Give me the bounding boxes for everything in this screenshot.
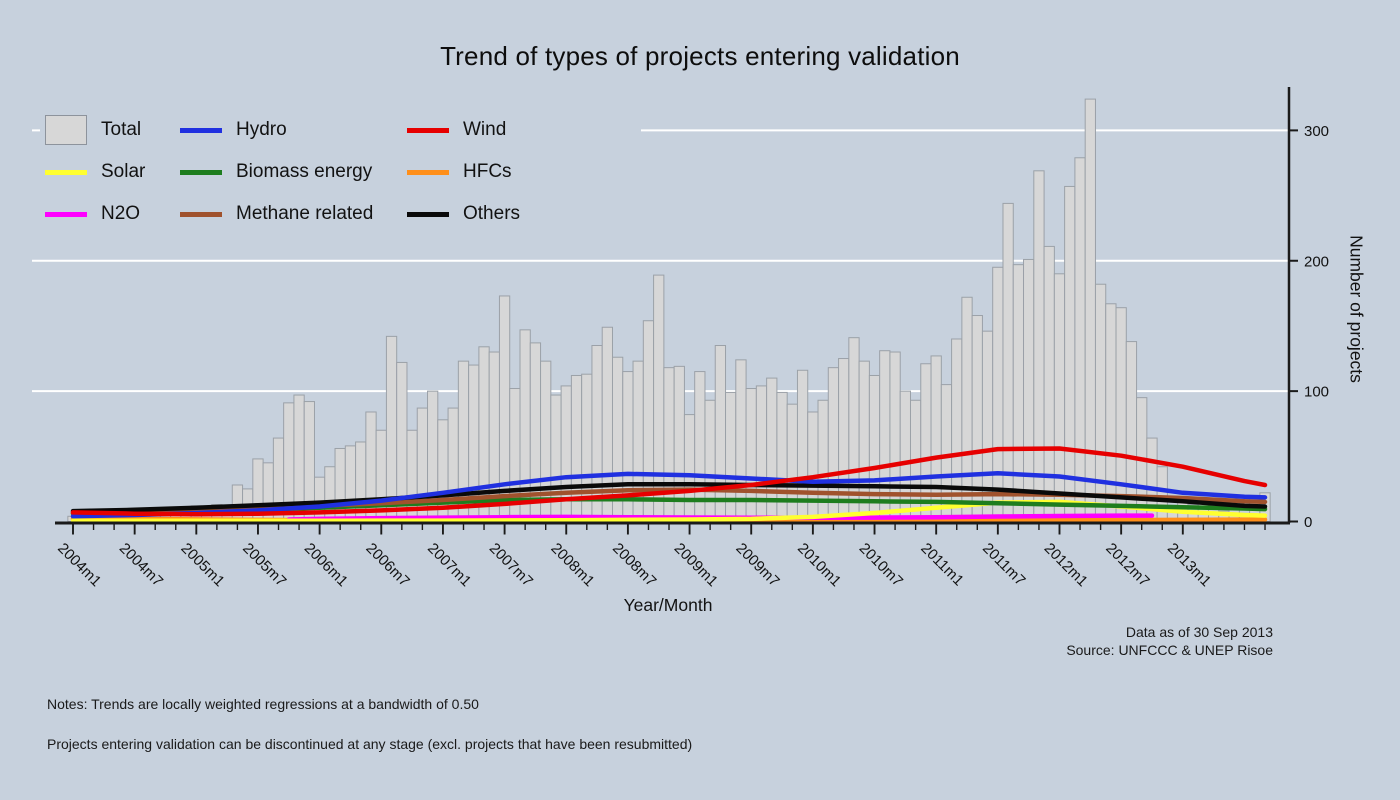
total-bar (1094, 283, 1107, 522)
total-bar (1053, 273, 1066, 522)
source-text: Source: UNFCCC & UNEP Risoe (1066, 641, 1273, 658)
total-bar (683, 414, 696, 522)
x-tick-label: 2012m7 (1102, 540, 1152, 590)
total-bar (920, 363, 932, 522)
total-bar (385, 335, 398, 522)
data-as-of-text: Data as of 30 Sep 2013 (1125, 624, 1273, 640)
legend-label: Hydro (236, 119, 287, 140)
n2o-line-swatch (45, 211, 87, 217)
source-block: Data as of 30 Sep 2013 Source: UNFCCC & … (1066, 624, 1273, 659)
legend-item-total: Total (45, 115, 180, 145)
y-tick-label: 300 (1304, 123, 1329, 140)
x-tick-label: 2005m1 (177, 540, 227, 590)
total-bar (817, 399, 829, 522)
legend-item-biomass: Biomass energy (180, 161, 407, 183)
legend-label: Methane related (236, 203, 374, 224)
x-tick-label: 2008m7 (609, 540, 659, 590)
total-bar (313, 476, 326, 522)
chart-title: Trend of types of projects entering vali… (440, 41, 960, 71)
legend-item-wind: Wind (407, 119, 635, 141)
total-bar (786, 403, 798, 522)
x-tick-label: 2008m1 (547, 540, 597, 590)
x-tick-label: 2006m7 (362, 540, 412, 590)
note-bandwidth: Notes: Trends are locally weighted regre… (47, 696, 479, 712)
x-tick-label: 2013m1 (1164, 540, 1214, 590)
trend-line-solar (70, 499, 1268, 523)
total-bar (858, 360, 870, 522)
total-bar (1084, 98, 1096, 522)
total-bar (1033, 170, 1045, 523)
x-tick-label: 2011m1 (917, 540, 967, 590)
total-bar (375, 429, 387, 522)
legend-label: Total (101, 119, 142, 140)
total-bar (1156, 466, 1168, 522)
total-bar (704, 399, 716, 522)
legend-label: Biomass energy (236, 161, 373, 182)
legend-label: N2O (101, 203, 141, 224)
x-tick-label: 2010m7 (856, 540, 906, 590)
y-tick-label: 200 (1304, 253, 1329, 270)
legend-label: Solar (101, 161, 146, 182)
legend-item-n2o: N2O (45, 203, 180, 225)
methane-line-swatch (180, 211, 222, 217)
x-tick-label: 2007m7 (486, 540, 536, 590)
total-bar (1064, 185, 1076, 522)
total-swatch (45, 115, 87, 145)
total-bar (807, 411, 819, 522)
x-tick-label: 2010m1 (794, 540, 844, 590)
legend-item-hfcs: HFCs (407, 161, 635, 183)
total-bar (1074, 157, 1086, 522)
trend-line-others (70, 482, 1268, 514)
total-bar (827, 367, 840, 522)
legend-item-others: Others (407, 203, 635, 225)
biomass-line-swatch (180, 169, 222, 175)
x-tick-label: 2006m1 (301, 540, 351, 590)
wind-line-swatch (407, 127, 449, 133)
total-bar (1012, 264, 1025, 522)
total-bar (1023, 258, 1035, 522)
legend-label: HFCs (463, 161, 512, 182)
trend-line-hydro (70, 471, 1268, 519)
solar-line-swatch (45, 169, 87, 175)
trend-line-wind (70, 446, 1268, 517)
total-bar (735, 359, 747, 522)
x-tick-label: 2005m7 (239, 540, 289, 590)
legend-item-solar: Solar (45, 161, 180, 183)
total-bar (992, 266, 1004, 522)
total-bar (838, 358, 850, 522)
y-tick-label: 100 (1304, 384, 1329, 401)
x-tick-label: 2007m1 (424, 540, 474, 590)
legend-item-hydro: Hydro (180, 119, 407, 141)
y-tick-label: 0 (1304, 514, 1312, 531)
chart-legend: Total Hydro Wind Solar Biomass energy HF… (40, 106, 641, 238)
total-bar (498, 295, 511, 522)
x-tick-label: 2011m7 (979, 540, 1029, 590)
hfcs-line-swatch (407, 169, 449, 175)
x-tick-label: 2004m7 (116, 540, 166, 590)
legend-item-methane: Methane related (180, 203, 407, 225)
total-bar (714, 345, 727, 522)
y-axis-title: Number of projects (1346, 235, 1367, 383)
x-tick-label: 2012m1 (1041, 540, 1091, 590)
legend-label: Others (463, 203, 521, 224)
total-bar (1115, 307, 1127, 522)
total-bar (1105, 303, 1117, 522)
x-tick-label: 2009m1 (671, 540, 721, 590)
x-tick-label: 2004m1 (54, 540, 104, 590)
total-bar (1043, 245, 1055, 522)
hydro-line-swatch (180, 127, 222, 133)
legend-label: Wind (463, 119, 507, 140)
others-line-swatch (407, 211, 449, 217)
note-discontinued: Projects entering validation can be disc… (47, 736, 693, 752)
x-axis-title: Year/Month (623, 595, 713, 615)
x-tick-label: 2009m7 (732, 540, 782, 590)
